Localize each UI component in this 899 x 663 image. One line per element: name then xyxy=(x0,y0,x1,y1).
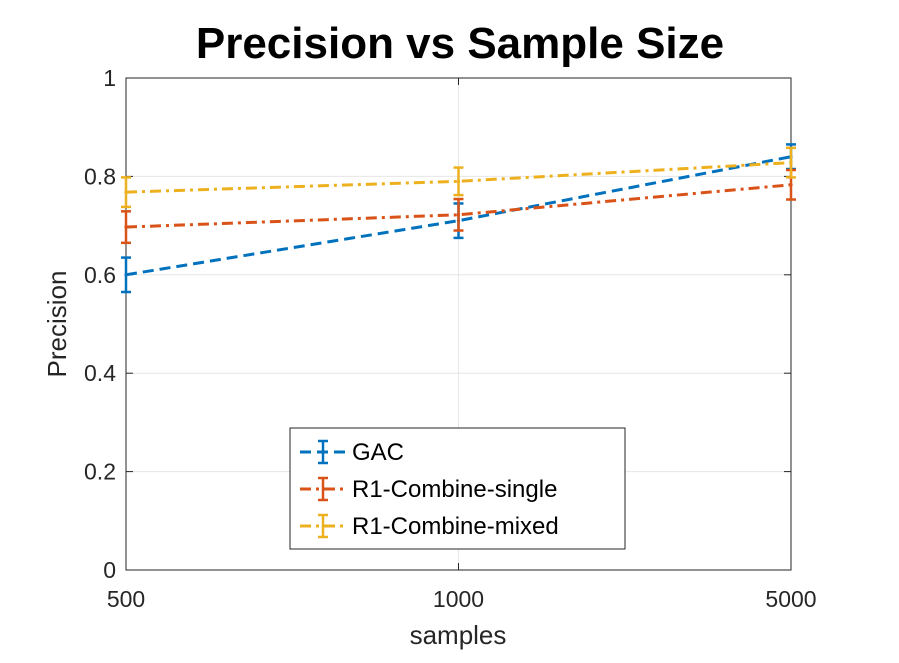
data-point xyxy=(456,213,461,217)
x-axis-label: samples xyxy=(410,620,507,650)
y-tick-label: 1 xyxy=(103,65,116,91)
legend-entry: GAC xyxy=(300,439,404,466)
legend-entry: R1-Combine-mixed xyxy=(300,513,559,540)
series-r1-combine-mixed xyxy=(121,146,796,209)
legend-box xyxy=(289,427,626,550)
x-tick-label: 500 xyxy=(107,586,145,612)
x-tick-label: 5000 xyxy=(765,586,816,612)
legend-entry: R1-Combine-single xyxy=(300,476,557,503)
data-point xyxy=(124,190,128,194)
y-tick-label: 0.8 xyxy=(84,163,116,189)
data-point xyxy=(789,183,793,187)
data-point xyxy=(456,179,461,183)
axis-ticks: 0 0.2 0.4 0.6 0.8 1 500 1000 5000 xyxy=(84,65,817,612)
data-point xyxy=(124,273,128,277)
data-point xyxy=(124,225,128,229)
y-tick-label: 0.2 xyxy=(84,459,116,485)
y-tick-label: 0 xyxy=(103,557,116,583)
legend-label: R1-Combine-mixed xyxy=(352,513,559,540)
series-line xyxy=(125,183,792,229)
legend-label: R1-Combine-single xyxy=(352,476,557,503)
series-line xyxy=(125,161,792,194)
x-tick-label: 1000 xyxy=(433,586,484,612)
data-point xyxy=(789,161,793,165)
y-axis-label: Precision xyxy=(42,271,72,378)
y-tick-label: 0.6 xyxy=(84,262,116,288)
legend-label: GAC xyxy=(352,439,404,466)
legend: GAC R1-Combine-single R1-Combine-mixed xyxy=(289,427,626,550)
series-line xyxy=(125,155,792,277)
chart-title: Precision vs Sample Size xyxy=(196,19,724,68)
y-tick-label: 0.4 xyxy=(84,360,116,386)
data-series xyxy=(121,143,796,294)
